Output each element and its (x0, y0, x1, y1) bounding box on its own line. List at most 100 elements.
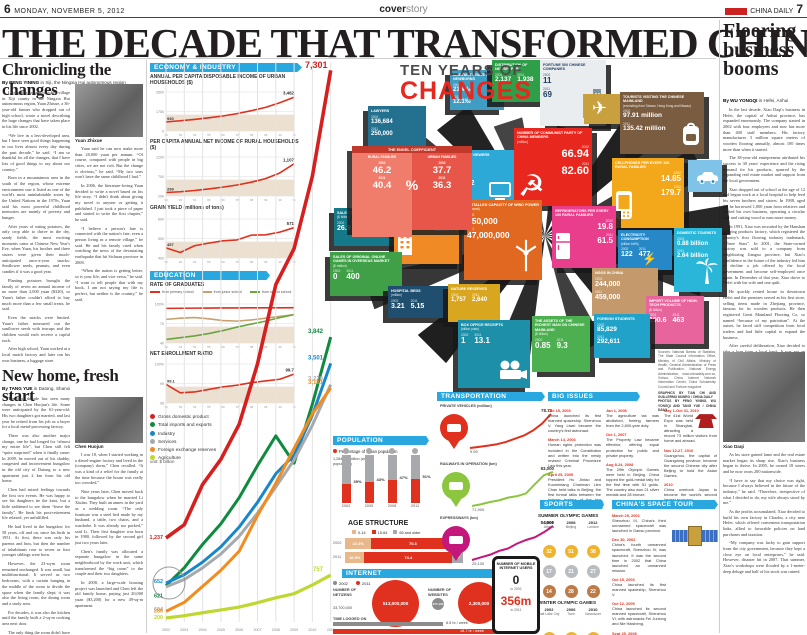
space-tour-item: Dec 30, 2002 China's fourth unmanned spac… (612, 537, 666, 573)
svg-text:'08: '08 (250, 345, 254, 349)
block-row: 2011 69 (543, 87, 603, 99)
palm-icon (695, 258, 719, 289)
enrollment-title: NET ENROLLMENT RATIO (150, 351, 213, 357)
value: 82.60 (561, 165, 589, 178)
pct-label: 47% (399, 475, 408, 481)
legend-dot (150, 430, 155, 436)
paragraph: For decades, it was also the kitchen unt… (2, 609, 70, 626)
block-row: 2011 2.64 billion (677, 249, 719, 259)
article1-col1: Living in a poverty-stricken village in … (2, 90, 70, 363)
block-richest-man-assets: THE ASSETS OF THE RICHEST MAN ON CHINESE… (532, 316, 590, 372)
legend-dot (333, 581, 337, 585)
paragraph: “We live in a less-developed area, but I… (2, 132, 70, 172)
series-services (165, 383, 333, 589)
block-row: 2002 1,757 (451, 291, 466, 303)
population-figure-2002: 39% 2002 (338, 448, 362, 508)
sports-header: SPORTS (540, 500, 604, 509)
big-issues-col-3: May 1-Oct 31, 2010 The 41st World Expo wa… (664, 408, 717, 506)
turbine-icon (513, 238, 539, 277)
block-title: NUMBER OF COMMUNIST PARTY OF CHINA MEMBE… (517, 131, 583, 140)
year-label: 2002 (677, 236, 685, 241)
bronze-medal-icon: 14 (542, 585, 556, 598)
svg-text:'03: '03 (178, 133, 182, 137)
svg-text:78.72: 78.72 (541, 408, 553, 413)
block-row: 2011 179.7 (615, 185, 681, 197)
year-label: 2002 (543, 73, 551, 78)
year-label: 2011 (605, 233, 613, 238)
block-row: 2011 463 (673, 312, 685, 325)
block-values: 2002 244,000 2011 459,000 (595, 277, 655, 301)
right-article-col2: As his store gained fame and the real es… (723, 452, 805, 633)
paragraph: “When the nation is getting better, so i… (75, 268, 143, 302)
svg-text:2011: 2011 (327, 628, 335, 632)
svg-text:25,100: 25,100 (472, 561, 485, 566)
svg-text:2006: 2006 (235, 628, 243, 632)
block-title: FOREIGN STUDENTS (597, 317, 635, 321)
block-row: 2002 2,137 (495, 72, 511, 84)
value: 19.8 (597, 222, 613, 232)
transportation-header: TRANSPORTATION (437, 392, 545, 401)
paragraph: Nine years later, Chen moved back to the… (75, 489, 143, 546)
svg-text:93,000: 93,000 (541, 466, 555, 471)
games-year: 2002 (544, 607, 554, 612)
games-city: Beijing (565, 525, 577, 529)
paragraph: After years of eating potatoes, the only… (2, 223, 70, 275)
block-unit: (million) (517, 139, 529, 144)
urban-fill (364, 482, 374, 503)
urban-fill (410, 478, 420, 503)
paragraph: Chen's family was allocated a separate b… (75, 548, 143, 577)
block-values: 2002 100.6 2011 463 (649, 312, 701, 325)
year-label: 2011 (474, 332, 482, 337)
paragraph: In 2008, a large-scale housing project w… (75, 580, 143, 608)
block-domestic-tourists: DOMESTIC TOURISTS 2002 0.88 billion 2011 2.6… (674, 228, 722, 292)
svg-text:'06: '06 (221, 345, 225, 349)
population-figure-2005: 43% 2005 (361, 448, 385, 508)
medal-cell: 14 (538, 580, 560, 598)
games-year: 2006 (566, 607, 576, 612)
games-col: 2006 Turin (560, 607, 582, 616)
block-values: 2002 2,137 2011 1,938 (495, 72, 549, 84)
value: 179.7 (660, 188, 681, 198)
gold-medals-row: 2 2 5 (538, 627, 608, 635)
value: 459,000 (595, 293, 621, 301)
block-values: 2002 0.88 billion 2011 2.64 billion (677, 237, 719, 259)
svg-text:'05: '05 (207, 405, 211, 409)
urban-income-title: ANNUAL PER CAPITA DISPOSABLE INCOME OF U… (150, 74, 286, 86)
article2-col2: I was 18, when I started working in a di… (75, 452, 143, 633)
value: 12.1‰ (453, 99, 471, 106)
websites-2002-circle: 277,100 (432, 598, 444, 610)
paragraph: Even the snacks were limited. Yuan's fat… (2, 314, 70, 343)
rate-graduates-legend: from primary school from junior school fro… (150, 290, 302, 294)
paragraph: Planting potatoes brought the family of … (2, 277, 70, 312)
svg-text:1750: 1750 (156, 110, 164, 114)
medal-cell: 28 (560, 580, 582, 598)
paragraph: Living in a poverty-stricken village in … (2, 90, 70, 130)
block-row: 2002 11 (543, 73, 603, 85)
legend-dot (150, 438, 155, 444)
svg-text:2008: 2008 (272, 628, 280, 632)
issue-date: Jan 1, 2006 (606, 408, 627, 413)
games-year: 2010 (588, 607, 598, 612)
block-cpc-members: NUMBER OF COMMUNIST PARTY OF CHINA MEMBE… (514, 128, 592, 206)
start-label: 652 (154, 579, 163, 585)
credits: Sources: National Bureau of Statistics, … (658, 350, 716, 412)
year-label: 2011 (556, 337, 564, 342)
year-label: 2011 (346, 269, 354, 274)
population-header: POPULATION (333, 436, 429, 445)
paragraph: “I believe a person's fate is connected … (75, 225, 143, 265)
svg-text:3,462: 3,462 (283, 91, 295, 96)
space-tour-item: Oct 15, 2003 China launched its first man… (612, 576, 666, 598)
medal-cell: 27 (582, 560, 604, 578)
internet-legend-2011: 2011 (355, 581, 371, 586)
age-structure-title: AGE STRUCTURE (348, 520, 409, 527)
block-unit: ($ billion) (535, 332, 548, 337)
svg-text:'09: '09 (264, 345, 268, 349)
legend-dot (150, 455, 155, 461)
column-divider (719, 20, 720, 633)
block-row: 2011 250,000 (371, 127, 423, 137)
games-col: 2004 Athens (538, 520, 560, 529)
block-row: 2002 19.8 (555, 219, 613, 231)
gold-medal-icon: 38 (586, 545, 600, 558)
value: 13.1 (474, 335, 490, 345)
